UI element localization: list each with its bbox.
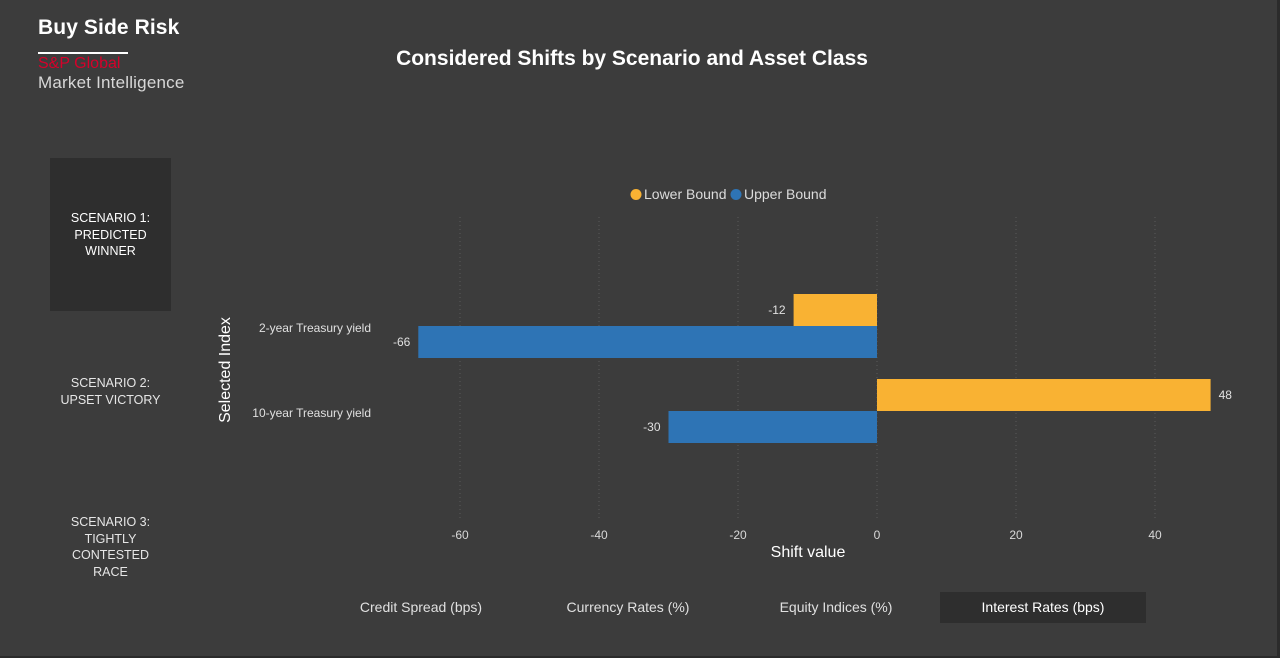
x-tick-label: -40 — [590, 528, 608, 542]
data-label: -30 — [643, 420, 661, 434]
x-tick-label: -20 — [729, 528, 747, 542]
legend: Lower Bound Upper Bound — [630, 186, 827, 202]
legend-upper-bound-swatch[interactable] — [730, 189, 742, 200]
x-tick-label: 0 — [874, 528, 881, 542]
y-tick-label: 2-year Treasury yield — [259, 321, 371, 335]
legend-lower-bound-label[interactable]: Lower Bound — [644, 186, 727, 202]
y-tick-label: 10-year Treasury yield — [252, 406, 371, 420]
y-axis-title: Selected Index — [217, 317, 234, 423]
tab-credit-spread[interactable]: Credit Spread (bps) — [359, 599, 483, 615]
bar-upper-1[interactable] — [668, 411, 878, 443]
brand-title: Buy Side Risk — [38, 16, 180, 39]
brand-company-name: S&P Global — [38, 55, 121, 72]
legend-lower-bound-swatch[interactable] — [630, 189, 642, 200]
x-axis-title: Shift value — [771, 544, 846, 561]
bar-lower-1[interactable] — [877, 379, 1211, 411]
bars-group — [418, 294, 1211, 443]
legend-upper-bound-label[interactable]: Upper Bound — [744, 186, 827, 202]
x-tick-label: 20 — [1009, 528, 1023, 542]
brand-block: Buy Side Risk S&P Global Market Intellig… — [38, 16, 208, 93]
brand-company-division: Market Intelligence — [38, 73, 185, 92]
x-tick-label: 40 — [1148, 528, 1162, 542]
scenario-2-button[interactable]: SCENARIO 2: UPSET VICTORY — [60, 376, 161, 407]
tab-interest-rates[interactable]: Interest Rates (bps) — [940, 592, 1146, 623]
data-label: -66 — [393, 335, 411, 349]
tab-currency-rates[interactable]: Currency Rates (%) — [566, 599, 690, 615]
tab-equity-indices[interactable]: Equity Indices (%) — [779, 599, 893, 615]
gridlines — [459, 217, 1156, 519]
data-label: 48 — [1219, 388, 1233, 402]
page-title: Considered Shifts by Scenario and Asset … — [396, 47, 868, 70]
scenario-1-button[interactable]: SCENARIO 1: PREDICTED WINNER — [50, 158, 171, 311]
bar-upper-0[interactable] — [418, 326, 877, 358]
labels-group: -60 -40 -20 0 20 40 -12 48 -66 -30 — [393, 303, 1232, 542]
data-label: -12 — [768, 303, 786, 317]
brand-divider — [38, 52, 128, 54]
bar-lower-0[interactable] — [793, 294, 877, 326]
scenario-3-button[interactable]: SCENARIO 3: TIGHTLY CONTESTED RACE — [70, 515, 151, 579]
x-tick-label: -60 — [451, 528, 469, 542]
